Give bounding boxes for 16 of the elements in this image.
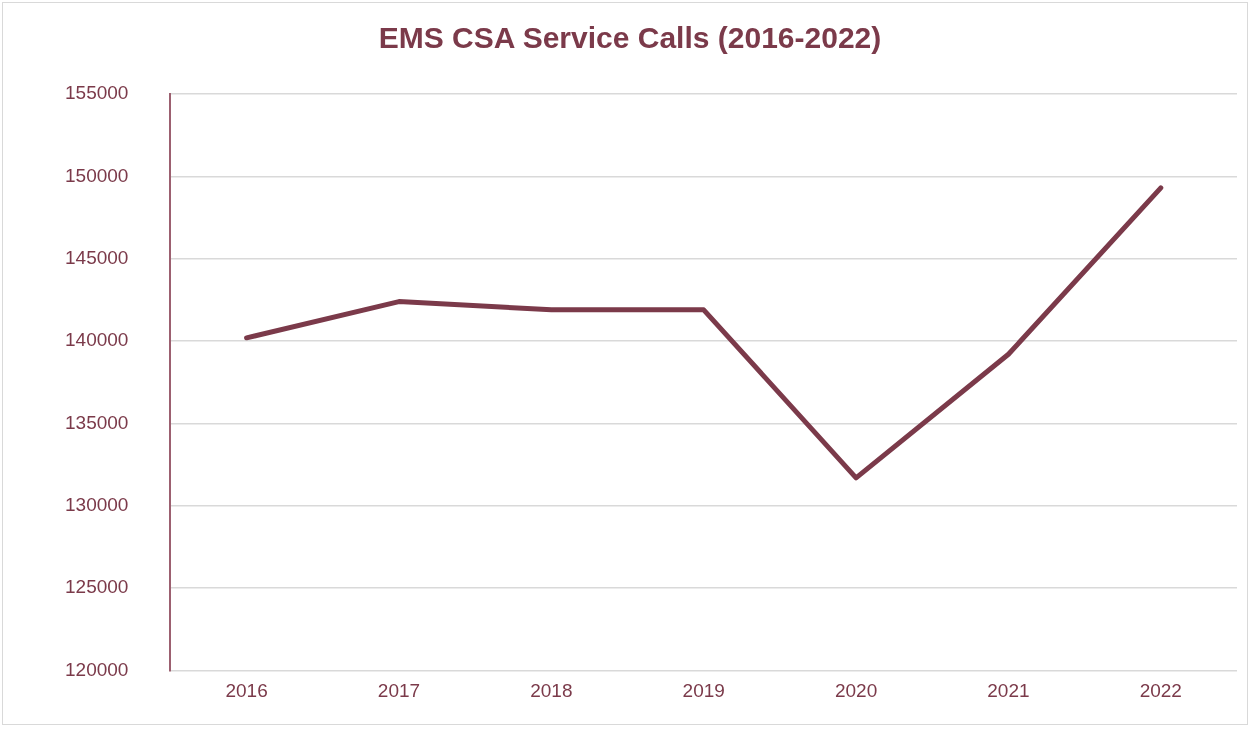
x-tick-label: 2017: [377, 680, 421, 702]
x-tick-label: 2018: [530, 680, 573, 702]
x-tick-label: 2019: [682, 680, 725, 702]
y-tick-label: 135000: [65, 411, 129, 433]
chart-title: EMS CSA Service Calls (2016-2022): [378, 21, 882, 55]
x-tick-label: 2020: [834, 680, 878, 702]
x-tick-label: 2022: [1139, 680, 1182, 702]
x-tick-label: 2021: [987, 680, 1030, 702]
y-tick-label: 130000: [65, 494, 129, 516]
x-tick-label: 2016: [225, 680, 268, 702]
y-tick-label: 145000: [65, 246, 129, 268]
y-tick-label: 150000: [65, 164, 129, 186]
y-tick-label: 155000: [65, 82, 129, 104]
y-tick-label: 140000: [65, 329, 129, 351]
y-tick-label: 120000: [65, 658, 129, 680]
y-tick-label: 125000: [65, 576, 129, 598]
